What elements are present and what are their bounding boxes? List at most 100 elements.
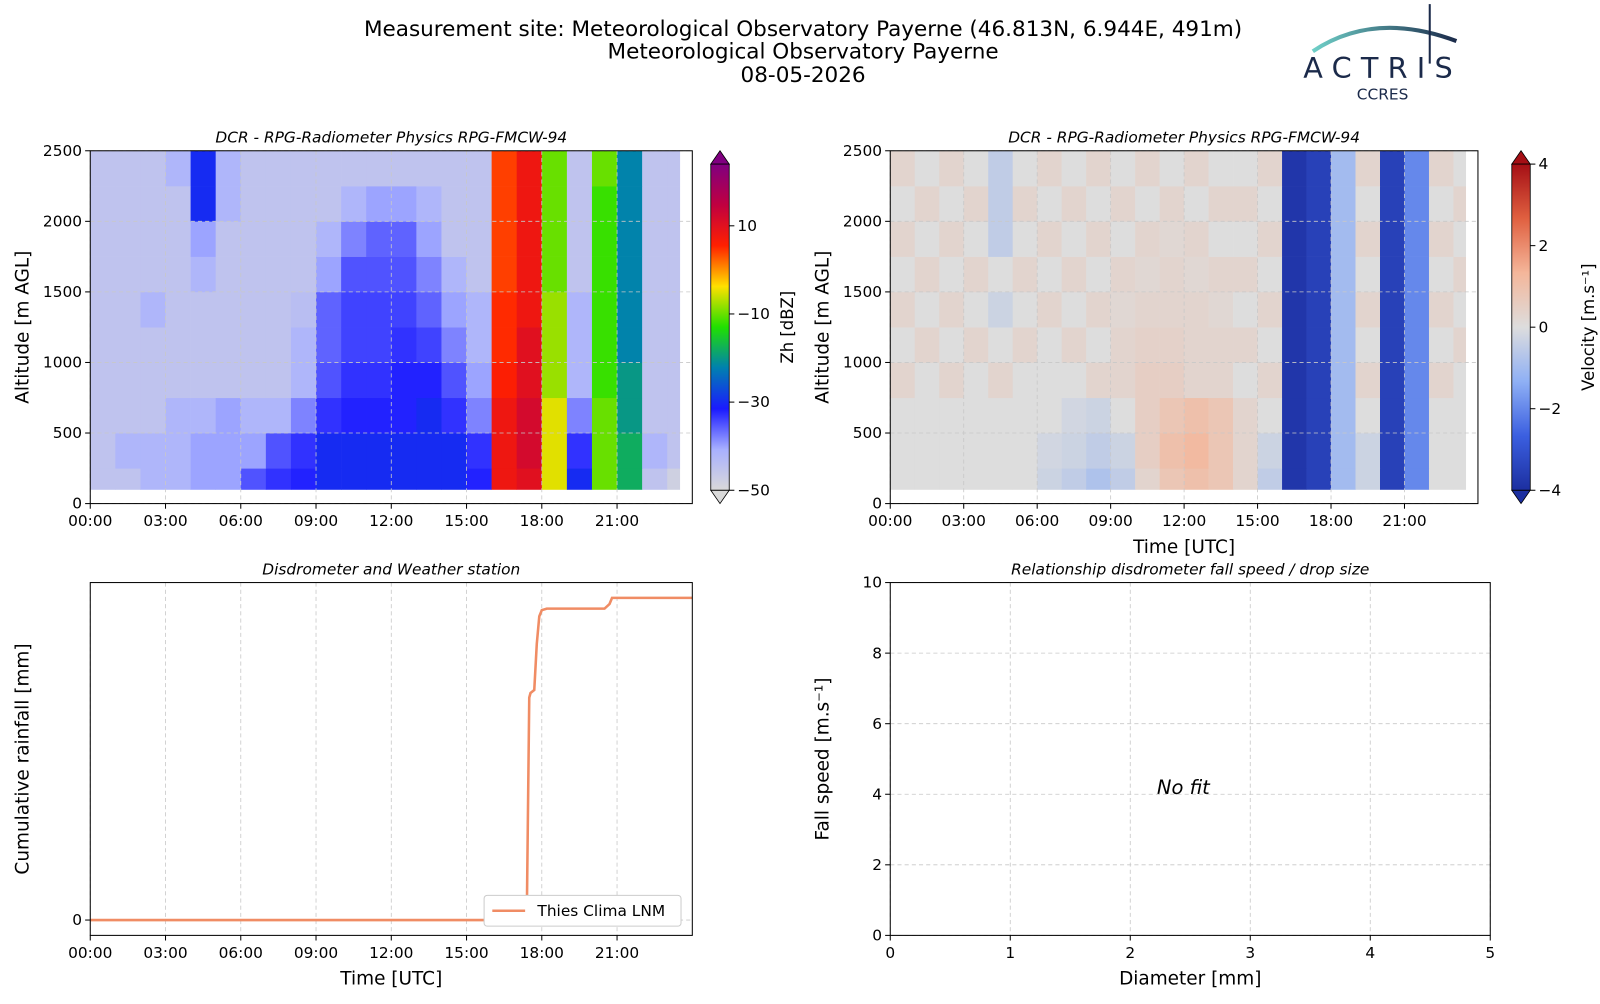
heatmap-cell	[1404, 433, 1430, 469]
x-tick-label: 03:00	[143, 944, 187, 962]
heatmap-cell	[1404, 256, 1430, 293]
heatmap-cell	[140, 327, 166, 363]
heatmap-cell	[140, 256, 166, 293]
x-tick-label: 03:00	[942, 512, 986, 530]
heatmap-cell	[516, 256, 543, 293]
header-line: Measurement site: Meteorological Observa…	[364, 17, 1242, 42]
heatmap-cell	[516, 221, 543, 257]
heatmap-cell	[1331, 186, 1356, 222]
heatmap-cell	[90, 186, 116, 222]
heatmap-cell	[341, 362, 367, 399]
x-tick-label: 18:00	[520, 512, 564, 530]
heatmap-cell	[1257, 362, 1283, 399]
heatmap-cell	[316, 291, 342, 328]
x-tick-label: 2	[1125, 944, 1135, 962]
heatmap-cell	[190, 291, 216, 328]
heatmap-cell	[939, 256, 965, 293]
heatmap-cell	[1086, 256, 1111, 293]
heatmap-cell	[215, 433, 242, 469]
heatmap-cell	[1428, 150, 1454, 187]
heatmap-cell	[1306, 362, 1332, 399]
heatmap-cell	[1184, 291, 1209, 328]
heatmap-cell	[1159, 256, 1185, 293]
y-tick-label: 4	[872, 785, 882, 803]
heatmap-cell	[215, 256, 242, 293]
heatmap-cell	[914, 221, 940, 257]
heatmap-cell	[215, 362, 242, 399]
heatmap-cell	[1012, 291, 1038, 328]
logo-sub: CCRES	[1357, 85, 1409, 103]
heatmap-cell	[1061, 150, 1087, 187]
heatmap-cell	[667, 327, 681, 363]
heatmap-cell	[265, 150, 292, 187]
heatmap-cell	[416, 468, 442, 490]
heatmap-cell	[963, 397, 989, 434]
x-tick-label: 12:00	[1162, 512, 1206, 530]
heatmap-cell	[1282, 468, 1307, 490]
heatmap-cell	[140, 291, 166, 328]
heatmap-cell	[963, 150, 989, 187]
x-tick-label: 3	[1245, 944, 1255, 962]
heatmap-cell	[566, 362, 593, 399]
heatmap-cell	[1404, 221, 1430, 257]
heatmap-cell	[1453, 256, 1467, 293]
heatmap-cell	[1184, 397, 1209, 434]
colorbar-tick-label: 10	[737, 217, 757, 235]
heatmap-cell	[290, 256, 317, 293]
heatmap-cell	[963, 433, 989, 469]
heatmap-cell	[1135, 150, 1160, 187]
heatmap-cell	[1306, 397, 1332, 434]
x-tick-label: 09:00	[1088, 512, 1132, 530]
heatmap-cell	[1233, 433, 1258, 469]
heatmap-cell	[1208, 291, 1234, 328]
heatmap-cell	[1208, 221, 1234, 257]
heatmap-cell	[165, 327, 191, 363]
heatmap-cell	[316, 362, 342, 399]
heatmap-cell	[667, 186, 681, 222]
heatmap-cell	[1208, 433, 1234, 469]
heatmap-cell	[215, 221, 242, 257]
heatmap-cell	[366, 291, 392, 328]
heatmap-cell	[541, 291, 568, 328]
heatmap-cell	[1233, 150, 1258, 187]
heatmap-cell	[1380, 433, 1405, 469]
heatmap-cell	[391, 256, 417, 293]
heatmap-cell	[1135, 468, 1160, 490]
heatmap-cell	[591, 150, 618, 187]
x-axis-label: Time [UTC]	[1132, 537, 1235, 558]
heatmap-cell	[642, 433, 668, 469]
heatmap-cell	[1355, 397, 1381, 434]
heatmap-cell	[566, 256, 593, 293]
heatmap-cell	[914, 397, 940, 434]
y-tick-label: 2000	[843, 212, 882, 230]
colorbar	[1511, 164, 1531, 491]
header-line: Meteorological Observatory Payerne	[608, 39, 999, 64]
heatmap-cell	[1355, 150, 1381, 187]
x-tick-label: 00:00	[868, 512, 912, 530]
heatmap-cell	[890, 397, 916, 434]
heatmap-cell	[1306, 433, 1332, 469]
x-tick-label: 21:00	[595, 944, 639, 962]
y-tick-label: 1000	[843, 354, 882, 372]
y-tick-label: 500	[853, 424, 882, 442]
heatmap-cell	[890, 150, 916, 187]
heatmap-cell	[1110, 433, 1136, 469]
heatmap-cell	[391, 468, 417, 490]
heatmap-cell	[115, 362, 141, 399]
heatmap-cell	[617, 256, 643, 293]
heatmap-cell	[667, 397, 681, 434]
heatmap-cell	[1380, 468, 1405, 490]
heatmap-cell	[316, 186, 342, 222]
heatmap-cell	[1110, 468, 1136, 490]
heatmap-cell	[939, 468, 965, 490]
heatmap-cell	[1037, 186, 1062, 222]
colorbar-frame	[710, 163, 730, 491]
heatmap-cell	[90, 327, 116, 363]
heatmap-cell	[1061, 468, 1087, 490]
heatmap-cell	[642, 362, 668, 399]
heatmap-cell	[963, 221, 989, 257]
heatmap-cell	[491, 186, 518, 222]
heatmap-cell	[566, 433, 593, 469]
heatmap-cell	[1404, 150, 1430, 187]
heatmap-cell	[491, 291, 518, 328]
